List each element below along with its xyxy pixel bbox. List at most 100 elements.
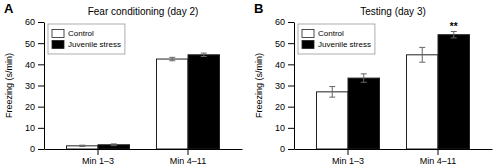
plot: 0 10 20 30 40 50 60 Min 1–3 Min 4–11 Freezing (s/… [254, 17, 493, 166]
tick-mark [38, 64, 44, 65]
tick: Min 4–11 [420, 149, 456, 166]
axis-line [294, 23, 295, 150]
tick-mark [288, 64, 294, 65]
bar [98, 145, 130, 149]
tick: Min 1–3 [332, 149, 364, 166]
tick-mark [348, 149, 349, 155]
y-axis: 0 10 20 30 40 50 60 [25, 17, 45, 154]
tick: 20 [275, 102, 294, 112]
tick-label: 40 [25, 60, 35, 70]
tick-mark [288, 86, 294, 87]
tick-label: 20 [275, 102, 285, 112]
tick-mark [288, 128, 294, 129]
legend-label: Control [68, 29, 94, 38]
y-axis-title: Freezing (s/min) [4, 53, 14, 118]
tick-mark [188, 149, 189, 155]
tick-label: 30 [25, 81, 35, 91]
tick-mark [288, 149, 294, 150]
tick-label: 10 [25, 123, 35, 133]
panel-label: B [254, 1, 263, 16]
legend-frame [298, 24, 375, 54]
legend-item: Juvenile stress [302, 40, 371, 49]
panel: 0 10 20 30 40 50 60 Min 1–3 Min 4–11 Freezing (s/… [254, 1, 493, 166]
legend-label: Juvenile stress [68, 40, 121, 49]
panel-label: A [4, 1, 14, 16]
legend-label: Control [318, 29, 344, 38]
tick: 0 [30, 144, 44, 154]
tick-mark [38, 107, 44, 108]
error-bar [361, 74, 367, 82]
error-bar [201, 53, 207, 56]
tick: 30 [25, 81, 44, 91]
tick-label: 10 [275, 123, 285, 133]
tick-label: 40 [275, 60, 285, 70]
error-bar [79, 145, 85, 146]
tick-mark [288, 22, 294, 23]
x-axis: Min 1–3 Min 4–11 [295, 149, 493, 166]
tick-label: Min 1–3 [82, 156, 114, 166]
legend-label: Juvenile stress [318, 40, 371, 49]
tick: 40 [25, 60, 44, 70]
bar [317, 92, 349, 149]
tick: 50 [275, 39, 294, 49]
tick-label: 50 [275, 39, 285, 49]
tick: 60 [25, 17, 44, 27]
chart-root: 0 10 20 30 40 50 60 Min 1–3 Min 4–11 Freezing (s/… [0, 0, 500, 167]
tick-label: 30 [275, 81, 285, 91]
series [67, 57, 189, 149]
bar [407, 55, 439, 149]
legend-frame [48, 24, 125, 54]
error-bar [111, 144, 117, 146]
legend-item: Control [302, 29, 344, 38]
plot: 0 10 20 30 40 50 60 Min 1–3 Min 4–11 Freezing (s/… [4, 17, 243, 166]
legend-swatch [52, 41, 64, 49]
y-axis: 0 10 20 30 40 50 60 [275, 17, 295, 154]
error-bar [169, 57, 175, 60]
tick: 60 [275, 17, 294, 27]
series [98, 53, 220, 149]
y-axis-title: Freezing (s/min) [254, 53, 264, 118]
tick: 10 [25, 123, 44, 133]
series [317, 47, 439, 149]
tick-label: 50 [25, 39, 35, 49]
tick-label: Min 4–11 [420, 156, 456, 166]
tick-mark [38, 22, 44, 23]
axis-line [295, 149, 493, 150]
tick-label: 60 [275, 17, 285, 27]
legend: Control Juvenile stress [48, 24, 125, 54]
tick-label: 0 [30, 144, 35, 154]
axis-line [45, 149, 243, 150]
legend-item: Control [52, 29, 94, 38]
tick-mark [288, 107, 294, 108]
tick: 50 [25, 39, 44, 49]
tick-mark [438, 149, 439, 155]
tick: Min 4–11 [170, 149, 206, 166]
tick: 40 [275, 60, 294, 70]
tick-mark [98, 149, 99, 155]
axis-line [44, 23, 45, 150]
x-axis: Min 1–3 Min 4–11 [45, 149, 243, 166]
tick-mark [38, 128, 44, 129]
tick: 20 [25, 102, 44, 112]
bar [438, 35, 470, 149]
tick-mark [38, 149, 44, 150]
tick-label: 0 [280, 144, 285, 154]
tick: 0 [280, 144, 294, 154]
tick: 30 [275, 81, 294, 91]
error-bar [451, 32, 457, 38]
marks [317, 32, 470, 149]
tick-label: Min 1–3 [332, 156, 364, 166]
error-bar [329, 87, 335, 98]
bar [188, 55, 220, 149]
title: Testing (day 3) [360, 6, 426, 17]
error-bar [419, 47, 425, 62]
tick: Min 1–3 [82, 149, 114, 166]
tick-label: Min 4–11 [170, 156, 206, 166]
annotation: ** [450, 21, 458, 32]
bar [67, 146, 99, 149]
legend-swatch [52, 30, 64, 38]
legend-swatch [302, 41, 314, 49]
legend-item: Juvenile stress [52, 40, 121, 49]
panel: 0 10 20 30 40 50 60 Min 1–3 Min 4–11 Freezing (s/… [4, 1, 243, 166]
marks [67, 53, 220, 149]
